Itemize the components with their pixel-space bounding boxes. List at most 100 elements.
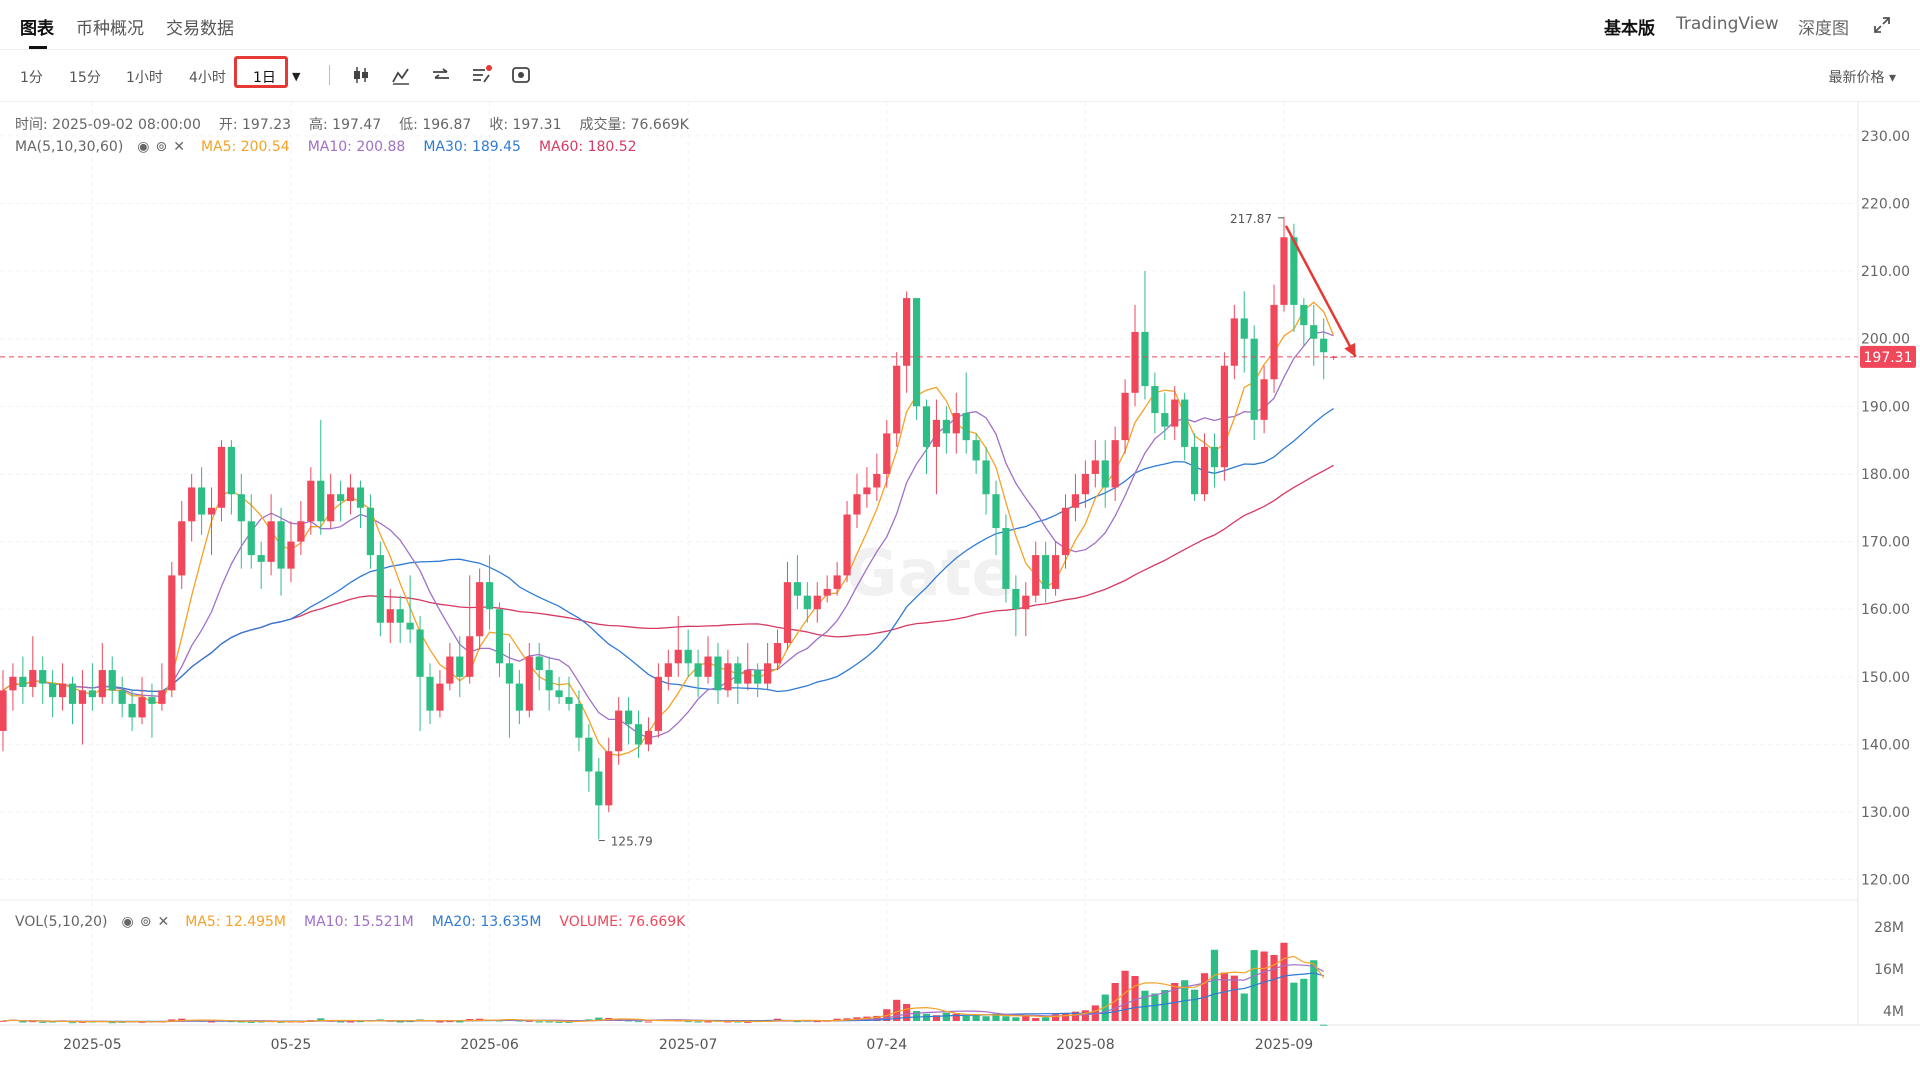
volume-bar[interactable] xyxy=(972,1015,980,1021)
candle-body[interactable] xyxy=(942,419,950,434)
candle-body[interactable] xyxy=(833,575,841,589)
candle-body[interactable] xyxy=(376,555,384,623)
candle-body[interactable] xyxy=(793,582,801,596)
vol-settings-icon[interactable]: ⊚ xyxy=(139,914,152,930)
candle-body[interactable] xyxy=(1220,365,1228,468)
candle-body[interactable] xyxy=(1270,304,1278,380)
candle-body[interactable] xyxy=(19,676,27,687)
timeframe-15m[interactable]: 15分 xyxy=(69,70,101,86)
candle-body[interactable] xyxy=(595,771,603,806)
candle-body[interactable] xyxy=(1051,555,1060,589)
candle-body[interactable] xyxy=(168,575,176,691)
volume-bar[interactable] xyxy=(644,1021,653,1023)
volume-bar[interactable] xyxy=(1131,976,1139,1021)
volume-bar[interactable] xyxy=(1101,994,1109,1021)
candle-body[interactable] xyxy=(108,670,116,691)
tab-tradingview[interactable]: TradingView xyxy=(1676,14,1779,34)
volume-bar[interactable] xyxy=(1191,989,1199,1021)
candle-body[interactable] xyxy=(615,710,623,752)
candle-body[interactable] xyxy=(813,595,821,610)
volume-bar[interactable] xyxy=(337,1021,345,1023)
volume-bar[interactable] xyxy=(684,1021,692,1023)
volume-bar[interactable] xyxy=(1141,990,1149,1021)
candle-body[interactable] xyxy=(426,676,434,711)
candle-body[interactable] xyxy=(1131,331,1139,393)
candle-body[interactable] xyxy=(674,649,682,664)
candle-body[interactable] xyxy=(654,676,662,731)
candle-body[interactable] xyxy=(912,298,921,407)
volume-bar[interactable] xyxy=(1022,1015,1030,1021)
candle-body[interactable] xyxy=(922,406,931,447)
candle-body[interactable] xyxy=(198,487,206,515)
volume-bar[interactable] xyxy=(903,1004,911,1021)
volume-bar[interactable] xyxy=(168,1019,176,1021)
candle-body[interactable] xyxy=(1161,413,1169,427)
volume-bar[interactable] xyxy=(446,1021,454,1023)
candle-body[interactable] xyxy=(1002,528,1010,589)
candle-body[interactable] xyxy=(773,643,782,664)
candle-body[interactable] xyxy=(1300,304,1308,326)
candle-body[interactable] xyxy=(138,697,146,718)
candle-body[interactable] xyxy=(1111,440,1119,488)
tab-trade-data[interactable]: 交易数据 xyxy=(166,19,234,39)
candle-body[interactable] xyxy=(1210,446,1219,468)
candle-body[interactable] xyxy=(237,494,245,522)
candle-body[interactable] xyxy=(1042,555,1050,589)
volume-bar[interactable] xyxy=(1151,993,1159,1022)
tab-chart[interactable]: 图表 xyxy=(20,19,54,39)
volume-bar[interactable] xyxy=(565,1021,573,1023)
candle-body[interactable] xyxy=(1121,392,1129,441)
volume-bar[interactable] xyxy=(624,1020,633,1022)
candle-body[interactable] xyxy=(714,656,722,691)
candle-body[interactable] xyxy=(267,521,275,562)
candle-body[interactable] xyxy=(158,690,166,704)
candle-body[interactable] xyxy=(535,656,543,671)
candle-body[interactable] xyxy=(9,676,17,691)
volume-bar[interactable] xyxy=(1230,975,1238,1021)
candle-body[interactable] xyxy=(883,433,891,474)
candle-body[interactable] xyxy=(1290,237,1298,305)
volume-bar[interactable] xyxy=(436,1021,444,1023)
fullscreen-icon[interactable] xyxy=(1872,15,1892,35)
volume-bar[interactable] xyxy=(912,1011,921,1021)
candle-body[interactable] xyxy=(118,690,126,704)
volume-bar[interactable] xyxy=(1121,970,1129,1021)
candle-body[interactable] xyxy=(1240,318,1248,339)
candle-body[interactable] xyxy=(1012,588,1020,610)
volume-bar[interactable] xyxy=(1320,1024,1328,1026)
volume-bar[interactable] xyxy=(744,1021,752,1023)
volume-bar[interactable] xyxy=(694,1021,702,1023)
volume-bar[interactable] xyxy=(108,1022,116,1024)
candle-body[interactable] xyxy=(1191,446,1199,495)
price-type-select[interactable]: 最新价格 ▾ xyxy=(1828,70,1896,86)
candle-body[interactable] xyxy=(992,494,1000,529)
volume-bar[interactable] xyxy=(525,1020,533,1022)
candle-body[interactable] xyxy=(932,419,941,447)
candle-body[interactable] xyxy=(962,413,970,441)
volume-bar[interactable] xyxy=(1081,1010,1089,1021)
volume-bar[interactable] xyxy=(19,1021,27,1023)
candle-body[interactable] xyxy=(644,730,653,745)
candle-body[interactable] xyxy=(724,663,732,691)
candle-body[interactable] xyxy=(1091,460,1099,474)
template-icon[interactable] xyxy=(510,64,532,86)
candle-body[interactable] xyxy=(148,697,156,704)
volume-bar[interactable] xyxy=(1042,1017,1050,1021)
volume-bar[interactable] xyxy=(1300,978,1308,1021)
volume-bar[interactable] xyxy=(118,1021,126,1023)
vol-close-icon[interactable]: ✕ xyxy=(157,914,170,930)
candle-body[interactable] xyxy=(505,663,514,684)
candle-body[interactable] xyxy=(903,298,911,366)
volume-bar[interactable] xyxy=(396,1021,404,1023)
volume-bar[interactable] xyxy=(992,1013,1000,1021)
volume-bar[interactable] xyxy=(545,1021,553,1023)
volume-bar[interactable] xyxy=(1012,1017,1020,1021)
candle-body[interactable] xyxy=(893,365,901,434)
volume-bar[interactable] xyxy=(1032,1018,1040,1021)
volume-bar[interactable] xyxy=(1310,960,1318,1021)
candle-body[interactable] xyxy=(466,636,474,677)
candle-body[interactable] xyxy=(744,670,752,684)
indicator-icon[interactable] xyxy=(390,64,412,86)
candle-body[interactable] xyxy=(1320,338,1328,353)
candle-body[interactable] xyxy=(694,663,702,677)
